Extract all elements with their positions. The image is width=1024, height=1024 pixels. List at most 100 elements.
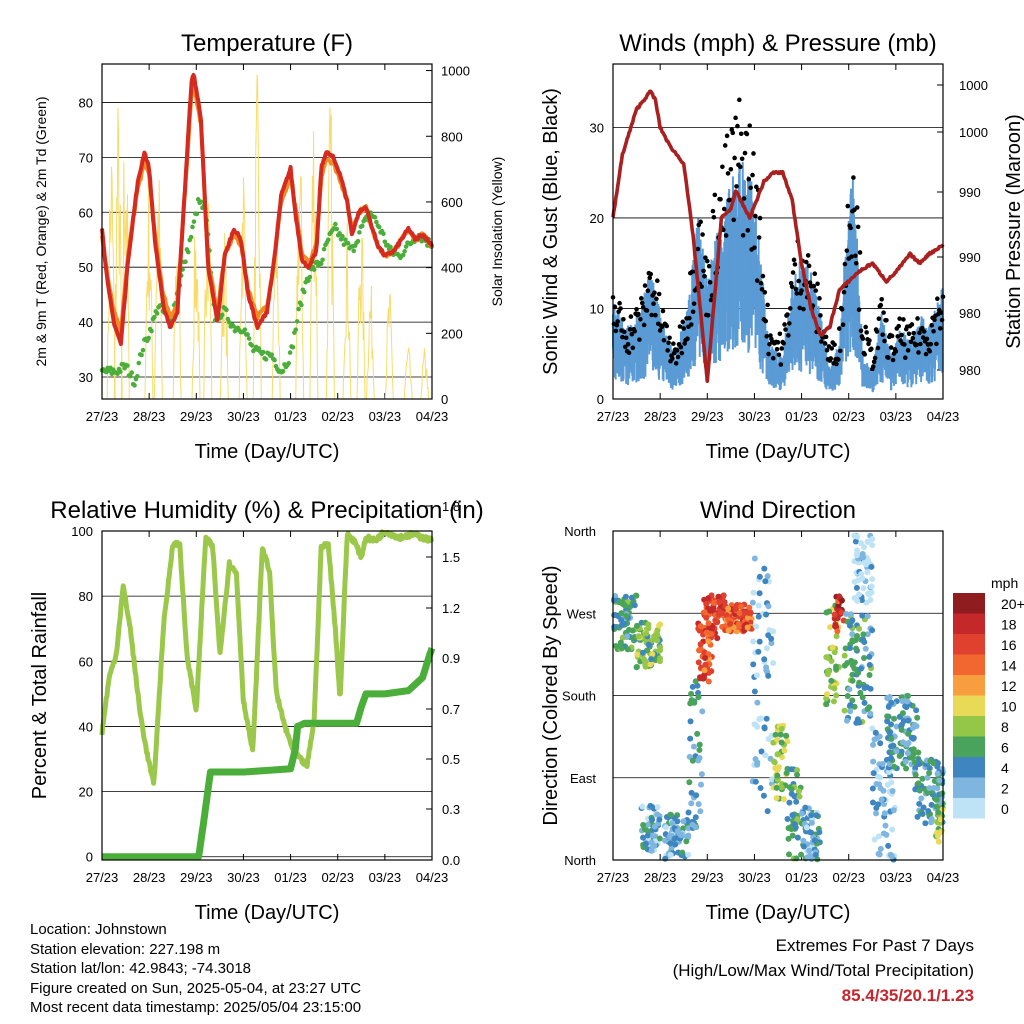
x-tick-label: 27/23 bbox=[86, 870, 119, 885]
direction-point bbox=[645, 621, 652, 628]
gust-point bbox=[614, 322, 620, 328]
gust-point bbox=[630, 345, 636, 351]
direction-point bbox=[933, 796, 940, 803]
gust-point bbox=[776, 352, 782, 358]
dewpoint-point bbox=[190, 224, 195, 230]
direction-point bbox=[858, 665, 865, 672]
direction-point bbox=[914, 714, 921, 721]
direction-point bbox=[846, 645, 853, 652]
gust-point bbox=[742, 150, 748, 156]
direction-point bbox=[866, 672, 873, 679]
direction-point bbox=[934, 759, 941, 766]
gust-point bbox=[618, 306, 623, 311]
gust-point bbox=[797, 305, 802, 311]
dewpoint-point bbox=[340, 233, 345, 239]
direction-point bbox=[893, 748, 900, 755]
direction-point bbox=[751, 721, 758, 728]
gust-point bbox=[620, 334, 625, 340]
right-tick-label: 1.5 bbox=[442, 550, 460, 565]
gust-point bbox=[648, 271, 654, 277]
gust-point bbox=[680, 319, 686, 325]
plot-frame bbox=[612, 530, 944, 861]
direction-point bbox=[823, 701, 830, 708]
gust-point bbox=[642, 283, 648, 288]
dewpoint-point bbox=[306, 278, 311, 283]
gust-point bbox=[615, 319, 621, 324]
direction-point bbox=[770, 659, 777, 666]
direction-point bbox=[878, 796, 885, 803]
gust-point bbox=[638, 317, 643, 322]
direction-point bbox=[618, 622, 625, 629]
direction-point bbox=[756, 716, 763, 723]
colorbar-label: 6 bbox=[1001, 740, 1009, 756]
direction-point bbox=[753, 623, 760, 630]
gust-point bbox=[786, 333, 791, 338]
direction-point bbox=[647, 661, 654, 668]
gust-point bbox=[818, 313, 823, 318]
humidity-line bbox=[99, 529, 434, 786]
x-tick-label: 30/23 bbox=[227, 870, 260, 885]
direction-point bbox=[869, 725, 876, 732]
x-tick-label: 01/23 bbox=[785, 870, 818, 885]
gust-point bbox=[793, 286, 799, 292]
direction-point bbox=[715, 611, 722, 618]
direction-point bbox=[861, 544, 868, 551]
speed-colorbar: mph 20+ 18 16 14 12 10 8 6 4 2 0 bbox=[953, 575, 1024, 819]
direction-point bbox=[796, 793, 803, 800]
direction-point bbox=[699, 708, 706, 715]
direction-point bbox=[672, 841, 679, 848]
gust-point bbox=[819, 339, 824, 344]
gust-point bbox=[752, 245, 757, 250]
direction-point bbox=[611, 597, 618, 604]
colorbar-label: 20+ bbox=[1001, 596, 1024, 612]
dewpoint-point bbox=[286, 360, 291, 366]
gust-point bbox=[666, 340, 671, 346]
gust-point bbox=[664, 323, 670, 329]
gust-point bbox=[768, 333, 773, 338]
gust-point bbox=[691, 301, 697, 306]
gust-point bbox=[785, 312, 790, 317]
direction-point bbox=[667, 851, 674, 858]
direction-point bbox=[908, 734, 915, 741]
gust-point bbox=[906, 331, 912, 337]
dewpoint-point bbox=[191, 219, 197, 224]
direction-point bbox=[836, 593, 843, 600]
gust-point bbox=[871, 359, 877, 365]
gust-point bbox=[931, 328, 936, 334]
gust-point bbox=[730, 130, 736, 136]
direction-point bbox=[843, 611, 850, 618]
gust-point bbox=[763, 318, 769, 324]
gust-point bbox=[756, 235, 762, 240]
direction-point bbox=[644, 821, 651, 828]
direction-point bbox=[916, 800, 923, 807]
direction-point bbox=[872, 729, 879, 736]
direction-point bbox=[931, 784, 938, 791]
dewpoint-point bbox=[294, 319, 300, 324]
direction-point bbox=[725, 627, 732, 634]
y-tick-label: 80 bbox=[79, 589, 93, 604]
direction-point bbox=[905, 739, 912, 746]
direction-point bbox=[656, 835, 663, 842]
direction-point bbox=[777, 731, 784, 738]
direction-point bbox=[671, 835, 678, 842]
gust-point bbox=[670, 356, 675, 361]
direction-point bbox=[741, 609, 748, 616]
x-tick-label: 30/23 bbox=[738, 870, 771, 885]
dewpoint-point bbox=[263, 357, 269, 362]
gust-point bbox=[751, 151, 756, 156]
gust-point bbox=[840, 322, 846, 327]
direction-point bbox=[770, 628, 777, 635]
direction-point bbox=[924, 774, 931, 781]
dewpoint-point bbox=[382, 239, 388, 245]
direction-point bbox=[823, 654, 830, 661]
gust-point bbox=[685, 336, 690, 342]
direction-point bbox=[856, 591, 863, 598]
gust-point bbox=[832, 342, 837, 347]
right-tick-label: 600 bbox=[441, 195, 463, 210]
gust-point bbox=[612, 304, 618, 310]
dewpoint-point bbox=[140, 347, 146, 353]
direction-point bbox=[864, 559, 871, 566]
gust-point bbox=[681, 326, 687, 331]
gust-point bbox=[918, 341, 923, 347]
direction-point bbox=[769, 776, 776, 783]
